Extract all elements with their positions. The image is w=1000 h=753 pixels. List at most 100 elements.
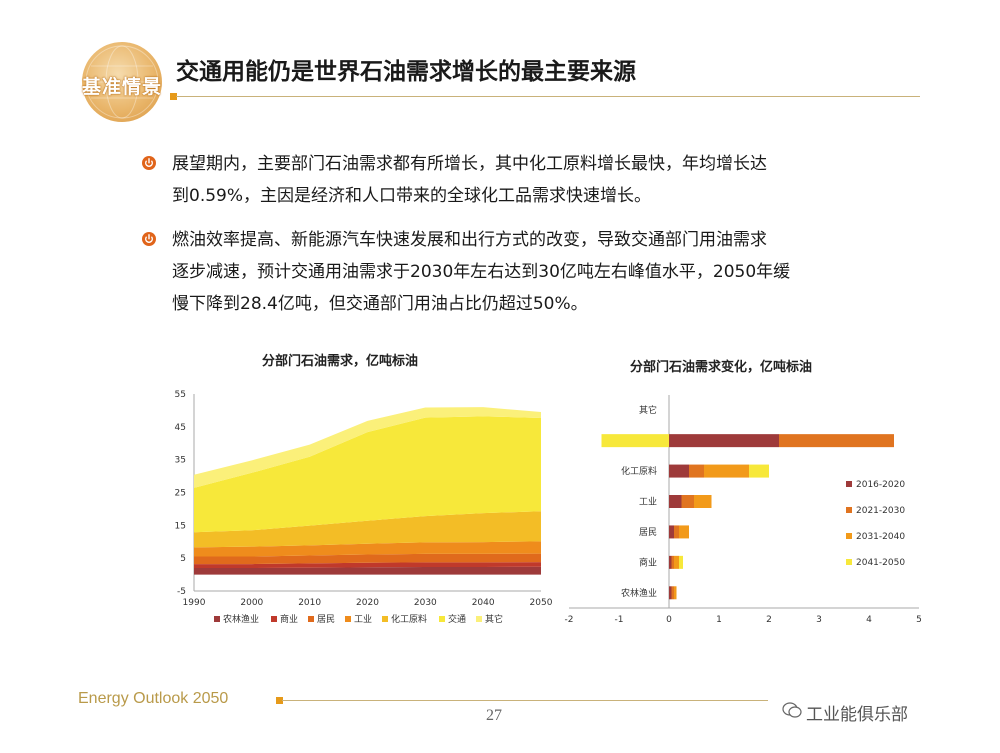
bar-segment-2041-2050 [749, 464, 769, 478]
x-tick-label: 2030 [414, 598, 437, 608]
page-number: 27 [486, 707, 502, 724]
area-series-交通 [194, 416, 541, 533]
x-tick-label: 4 [866, 615, 872, 625]
y-tick-label: 5 [180, 554, 186, 564]
y-tick-label: -5 [177, 587, 186, 597]
legend-label: 交通 [448, 613, 466, 625]
legend-label: 商业 [280, 613, 298, 625]
area-series-化工原料 [194, 511, 541, 548]
page-title: 交通用能仍是世界石油需求增长的最主要来源 [176, 59, 636, 85]
bar-segment-2016-2020 [669, 464, 689, 478]
legend-label: 2041-2050 [856, 558, 905, 568]
bar-segment-2016-2020 [669, 555, 672, 569]
legend-swatch [345, 616, 351, 622]
x-tick-label: 2 [766, 615, 772, 625]
legend-swatch [476, 616, 482, 622]
legend-swatch [271, 616, 277, 622]
bullet-item: 展望期内，主要部门石油需求都有所增长，其中化工原料增长最快，年均增长达 到0.5… [142, 148, 932, 212]
legend-swatch [214, 616, 220, 622]
bar-segment-2041-2050 [601, 434, 669, 448]
x-tick-label: 5 [916, 615, 922, 625]
badge-label: 基准情景 [81, 76, 162, 98]
footer-rule-marker [276, 697, 283, 704]
area-series-其它 [194, 407, 541, 488]
legend-label: 其它 [485, 613, 503, 625]
x-tick-label: 0 [666, 615, 672, 625]
sector-demand-change-bar-chart: 其它交通化工原料工业居民商业农林渔业-2-10123452016-2020202… [565, 395, 922, 625]
footer-rule [282, 700, 768, 701]
x-tick-label: 2020 [356, 598, 379, 608]
legend-swatch [846, 533, 852, 539]
bullet-line: 燃油效率提高、新能源汽车快速发展和出行方式的改变，导致交通部门用油需求 [172, 230, 767, 250]
footer-brand: Energy Outlook 2050 [78, 690, 229, 707]
legend-label: 农林渔业 [223, 613, 259, 625]
bar-chart-title: 分部门石油需求变化，亿吨标油 [630, 360, 813, 375]
legend-label: 化工原料 [391, 613, 427, 625]
x-tick-label: 1 [716, 615, 722, 625]
legend-swatch [846, 507, 852, 513]
bar-segment-2021-2030 [681, 495, 694, 508]
legend-label: 2031-2040 [856, 532, 905, 542]
bullet-line: 慢下降到28.4亿吨，但交通部门用油占比仍超过50%。 [172, 294, 588, 314]
x-tick-label: 2040 [472, 598, 495, 608]
area-series-居民 [194, 553, 541, 565]
legend-label: 2021-2030 [856, 506, 905, 516]
x-tick-label: 2000 [240, 598, 263, 608]
category-label: 其它 [639, 404, 657, 416]
x-tick-label: 2010 [298, 598, 321, 608]
power-bullet-icon [142, 156, 156, 170]
bar-segment-2031-2040 [679, 525, 689, 539]
category-label: 居民 [639, 527, 657, 538]
bar-segment-2031-2040 [674, 555, 679, 569]
bar-segment-2021-2030 [671, 555, 674, 569]
area-series-商业 [194, 562, 541, 569]
bar-segment-2031-2040 [704, 464, 749, 478]
bar-segment-2016-2020 [669, 495, 682, 508]
globe-icon [85, 45, 159, 119]
y-tick-label: 25 [175, 489, 186, 499]
title-rule [176, 96, 920, 97]
bullet-line: 展望期内，主要部门石油需求都有所增长，其中化工原料增长最快，年均增长达 [172, 154, 767, 174]
bar-segment-2016-2020 [669, 586, 672, 600]
legend-swatch [846, 481, 852, 487]
watermark-text: 工业能俱乐部 [806, 705, 908, 725]
area-series-农林渔业 [194, 566, 541, 575]
x-tick-label: -1 [615, 615, 624, 625]
x-tick-label: -2 [565, 615, 574, 625]
bullet-line: 到0.59%，主因是经济和人口带来的全球化工品需求快速增长。 [172, 186, 652, 206]
power-bullet-icon [142, 232, 156, 246]
y-tick-label: 35 [175, 456, 186, 466]
y-tick-label: 45 [175, 423, 186, 433]
legend-swatch [382, 616, 388, 622]
category-label: 工业 [639, 497, 657, 508]
title-rule-marker [170, 93, 177, 100]
x-tick-label: 2050 [530, 598, 553, 608]
sector-demand-area-chart: -5 5 15 25 35 45 55 1990 2000 2010 2020 2030 2040 205… [175, 390, 553, 625]
bar-segment-2016-2020 [669, 434, 779, 448]
category-label: 化工原料 [621, 465, 657, 477]
bar-segment-2021-2030 [689, 464, 704, 478]
bar-segment-2031-2040 [674, 586, 677, 600]
legend-swatch [846, 559, 852, 565]
bullet-item: 燃油效率提高、新能源汽车快速发展和出行方式的改变，导致交通部门用油需求 逐步减速… [142, 224, 932, 320]
area-series-工业 [194, 541, 541, 557]
legend-label: 居民 [317, 614, 335, 625]
legend-swatch [439, 616, 445, 622]
legend-label: 工业 [354, 614, 372, 625]
bullet-line: 逐步减速，预计交通用油需求于2030年左右达到30亿吨左右峰值水平，2050年缓 [172, 262, 791, 282]
area-chart-title: 分部门石油需求，亿吨标油 [262, 354, 419, 369]
bar-segment-2021-2030 [674, 525, 679, 539]
bar-segment-2021-2030 [779, 434, 894, 448]
legend-label: 2016-2020 [856, 480, 905, 490]
scenario-badge: 基准情景 [82, 42, 162, 122]
x-tick-label: 3 [816, 615, 822, 625]
legend-swatch [308, 616, 314, 622]
category-label: 商业 [639, 556, 657, 568]
y-tick-label: 15 [175, 521, 186, 531]
wechat-icon [782, 702, 802, 718]
bar-segment-2021-2030 [671, 586, 674, 600]
bar-segment-2041-2050 [679, 555, 683, 569]
category-label: 农林渔业 [621, 587, 657, 599]
bar-segment-2031-2040 [694, 495, 712, 508]
x-tick-label: 1990 [183, 598, 206, 608]
